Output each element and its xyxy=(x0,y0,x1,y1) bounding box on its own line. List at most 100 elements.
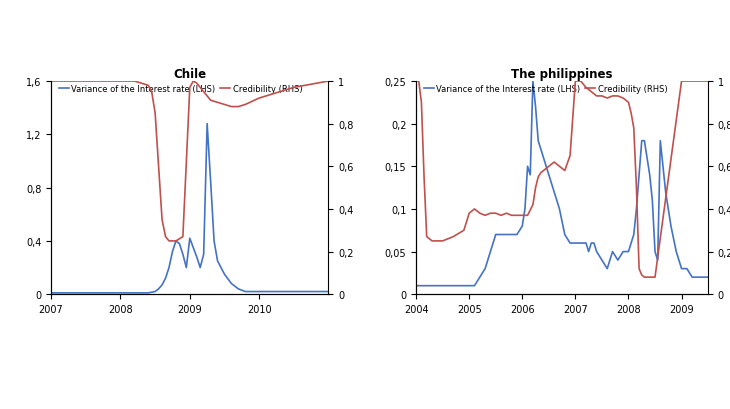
Line: Credibility (RHS): Credibility (RHS) xyxy=(51,82,328,241)
Variance of the Interest rate (LHS) xyxy=(175,241,184,246)
Credibility (RHS) xyxy=(123,79,132,84)
Variance of the Interest rate (LHS) xyxy=(154,287,163,292)
Variance of the Interest rate (LHS) xyxy=(412,283,420,288)
Credibility (RHS) xyxy=(179,235,188,240)
Variance of the Interest rate (LHS) xyxy=(590,241,599,246)
Variance of the Interest rate (LHS) xyxy=(199,252,208,257)
Credibility (RHS) xyxy=(168,239,177,244)
Variance of the Interest rate (LHS) xyxy=(507,232,516,237)
Variance of the Interest rate (LHS) xyxy=(61,291,69,296)
Credibility (RHS) xyxy=(491,211,500,216)
Variance of the Interest rate (LHS) xyxy=(672,249,680,254)
Variance of the Interest rate (LHS) xyxy=(96,291,104,296)
Credibility (RHS) xyxy=(241,103,250,108)
Variance of the Interest rate (LHS) xyxy=(116,291,125,296)
Line: Credibility (RHS): Credibility (RHS) xyxy=(416,82,708,277)
Variance of the Interest rate (LHS) xyxy=(227,281,236,286)
Variance of the Interest rate (LHS) xyxy=(203,122,212,127)
Variance of the Interest rate (LHS) xyxy=(592,249,601,254)
Variance of the Interest rate (LHS) xyxy=(248,290,257,294)
Variance of the Interest rate (LHS) xyxy=(213,259,222,264)
Credibility (RHS) xyxy=(412,79,420,84)
Variance of the Interest rate (LHS) xyxy=(704,275,712,280)
Variance of the Interest rate (LHS) xyxy=(220,272,229,277)
Variance of the Interest rate (LHS) xyxy=(234,287,243,292)
Variance of the Interest rate (LHS) xyxy=(185,236,194,241)
Variance of the Interest rate (LHS) xyxy=(296,290,305,294)
Credibility (RHS) xyxy=(486,211,495,216)
Credibility (RHS) xyxy=(172,239,180,244)
Credibility (RHS) xyxy=(234,105,243,110)
Legend: Variance of the Interest rate (LHS), Credibility (RHS): Variance of the Interest rate (LHS), Cre… xyxy=(420,82,671,97)
Credibility (RHS) xyxy=(196,86,204,91)
Variance of the Interest rate (LHS) xyxy=(550,190,558,195)
Variance of the Interest rate (LHS) xyxy=(161,276,170,281)
Variance of the Interest rate (LHS) xyxy=(67,291,76,296)
Credibility (RHS) xyxy=(161,235,170,240)
Variance of the Interest rate (LHS) xyxy=(189,245,198,250)
Credibility (RHS) xyxy=(158,218,166,222)
Variance of the Interest rate (LHS) xyxy=(269,290,277,294)
Credibility (RHS) xyxy=(185,86,194,91)
Variance of the Interest rate (LHS) xyxy=(179,252,188,257)
Variance of the Interest rate (LHS) xyxy=(110,291,118,296)
Variance of the Interest rate (LHS) xyxy=(158,283,166,288)
Credibility (RHS) xyxy=(207,99,215,103)
Variance of the Interest rate (LHS) xyxy=(172,239,180,244)
Credibility (RHS) xyxy=(227,105,236,110)
Credibility (RHS) xyxy=(193,81,201,86)
Variance of the Interest rate (LHS) xyxy=(196,265,204,270)
Variance of the Interest rate (LHS) xyxy=(182,265,191,270)
Variance of the Interest rate (LHS) xyxy=(123,291,132,296)
Credibility (RHS) xyxy=(165,239,174,244)
Credibility (RHS) xyxy=(640,275,649,280)
Credibility (RHS) xyxy=(150,111,159,116)
Credibility (RHS) xyxy=(189,79,198,84)
Variance of the Interest rate (LHS) xyxy=(310,290,319,294)
Credibility (RHS) xyxy=(54,79,63,84)
Credibility (RHS) xyxy=(645,275,654,280)
Credibility (RHS) xyxy=(116,79,125,84)
Variance of the Interest rate (LHS) xyxy=(137,291,146,296)
Variance of the Interest rate (LHS) xyxy=(165,265,174,270)
Line: Variance of the Interest rate (LHS): Variance of the Interest rate (LHS) xyxy=(416,82,708,286)
Variance of the Interest rate (LHS) xyxy=(210,239,218,244)
Variance of the Interest rate (LHS) xyxy=(47,291,55,296)
Title: The philippines: The philippines xyxy=(511,67,613,81)
Variance of the Interest rate (LHS) xyxy=(324,290,333,294)
Credibility (RHS) xyxy=(324,79,333,84)
Variance of the Interest rate (LHS) xyxy=(144,291,153,296)
Credibility (RHS) xyxy=(608,94,617,99)
Credibility (RHS) xyxy=(82,79,91,84)
Credibility (RHS) xyxy=(220,103,229,108)
Line: Variance of the Interest rate (LHS): Variance of the Interest rate (LHS) xyxy=(51,124,328,293)
Credibility (RHS) xyxy=(147,90,156,95)
Credibility (RHS) xyxy=(627,111,636,116)
Variance of the Interest rate (LHS) xyxy=(130,291,139,296)
Title: Chile: Chile xyxy=(173,67,207,81)
Credibility (RHS) xyxy=(130,79,139,84)
Credibility (RHS) xyxy=(255,97,264,101)
Credibility (RHS) xyxy=(213,101,222,106)
Variance of the Interest rate (LHS) xyxy=(54,291,63,296)
Variance of the Interest rate (LHS) xyxy=(168,249,177,254)
Credibility (RHS) xyxy=(199,90,208,95)
Credibility (RHS) xyxy=(290,86,299,91)
Credibility (RHS) xyxy=(693,79,702,84)
Variance of the Interest rate (LHS) xyxy=(283,290,291,294)
Credibility (RHS) xyxy=(144,83,153,88)
Variance of the Interest rate (LHS) xyxy=(82,291,91,296)
Credibility (RHS) xyxy=(154,164,163,169)
Variance of the Interest rate (LHS) xyxy=(193,255,201,260)
Variance of the Interest rate (LHS) xyxy=(150,290,159,294)
Variance of the Interest rate (LHS) xyxy=(241,290,250,294)
Credibility (RHS) xyxy=(175,237,184,242)
Variance of the Interest rate (LHS) xyxy=(512,232,521,237)
Credibility (RHS) xyxy=(137,81,146,86)
Credibility (RHS) xyxy=(110,79,118,84)
Credibility (RHS) xyxy=(203,94,212,99)
Variance of the Interest rate (LHS) xyxy=(255,290,264,294)
Variance of the Interest rate (LHS) xyxy=(207,179,215,184)
Legend: Variance of the Interest rate (LHS), Credibility (RHS): Variance of the Interest rate (LHS), Cre… xyxy=(55,82,306,97)
Credibility (RHS) xyxy=(704,79,712,84)
